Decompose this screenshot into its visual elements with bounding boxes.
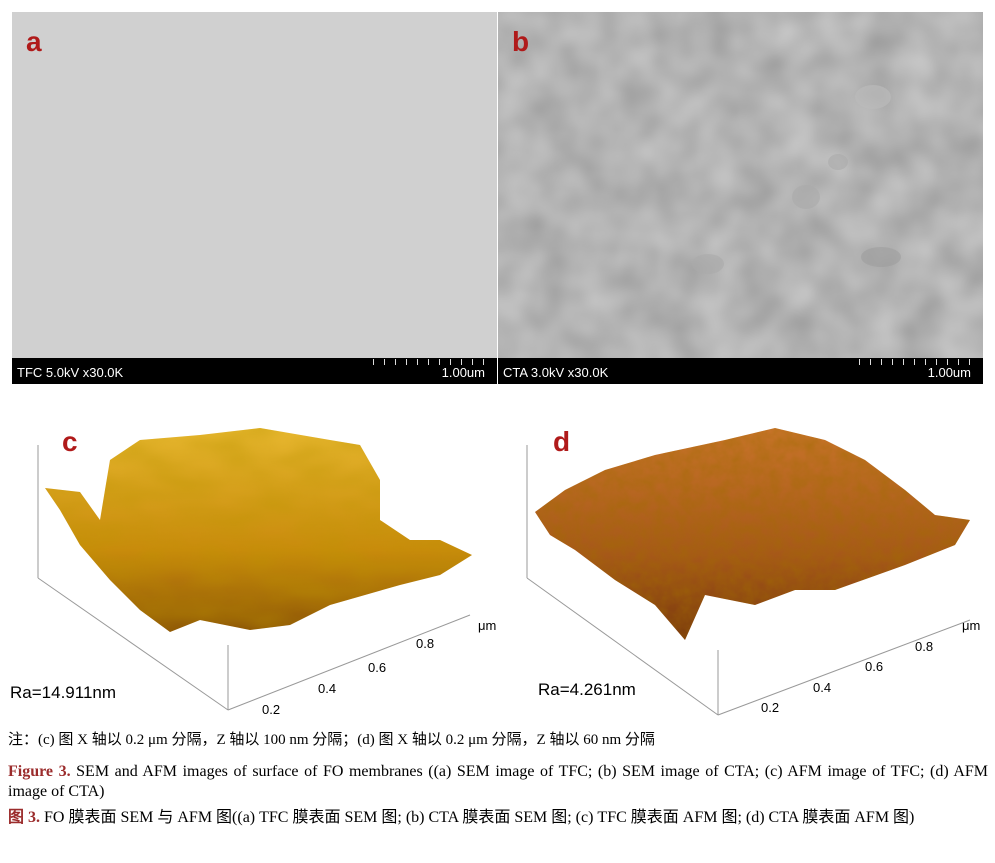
scale-ticks xyxy=(373,359,485,365)
sem-info-bar: CTA 3.0kV x30.0K 1.00um xyxy=(498,358,983,384)
scale-bar-label: 1.00um xyxy=(927,365,971,380)
afm-surface-cta xyxy=(526,428,971,716)
caption-chinese: 图 3. FO 膜表面 SEM 与 AFM 图((a) TFC 膜表面 SEM … xyxy=(8,808,988,828)
axis-tick: 0.8 xyxy=(416,636,435,651)
panel-label-b: b xyxy=(512,26,530,57)
roughness-value: Ra=4.261nm xyxy=(538,680,636,699)
panel-label-a: a xyxy=(26,26,42,57)
scale-ticks xyxy=(859,359,971,365)
sem-image-cta: b CTA 3.0kV x30.0K 1.00um xyxy=(498,12,983,384)
afm-surface-tfc xyxy=(37,428,472,711)
sem-info-bar: TFC 5.0kV x30.0K 1.00um xyxy=(12,358,497,384)
sem-texture-cta xyxy=(498,12,983,358)
figure-number: 图 3. xyxy=(8,809,41,826)
axis-tick: 0.8 xyxy=(915,639,934,654)
figure-note: 注：(c) 图 X 轴以 0.2 μm 分隔，Z 轴以 100 nm 分隔；(d… xyxy=(8,732,655,748)
scale-bar-label: 1.00um xyxy=(441,365,485,380)
caption-text: SEM and AFM images of surface of FO memb… xyxy=(8,763,989,800)
caption-text: FO 膜表面 SEM 与 AFM 图((a) TFC 膜表面 SEM 图; (b… xyxy=(40,809,915,826)
sem-image-tfc: a TFC 5.0kV x30.0K 1.00um xyxy=(12,12,497,384)
caption-english: Figure 3. SEM and AFM images of surface … xyxy=(8,762,988,802)
sem-info: TFC 5.0kV x30.0K xyxy=(17,365,124,380)
axis-unit: μm xyxy=(962,618,981,633)
axis-unit: μm xyxy=(478,618,497,633)
axis-tick: 0.4 xyxy=(813,680,832,695)
sem-texture-tfc xyxy=(12,12,497,358)
figure-number: Figure 3. xyxy=(8,763,71,780)
sem-info: CTA 3.0kV x30.0K xyxy=(503,365,609,380)
afm-image-tfc: c Ra=14.911nm μm 0.2 0.4 0.6 0.8 xyxy=(0,400,496,720)
axis-tick: 0.6 xyxy=(865,659,884,674)
roughness-value: Ra=14.911nm xyxy=(10,683,117,702)
axis-tick: 0.2 xyxy=(262,702,281,717)
afm-image-cta: d Ra=4.261nm μm 0.2 0.4 0.6 0.8 xyxy=(505,400,995,720)
axis-tick: 0.6 xyxy=(368,660,387,675)
panel-label-d: d xyxy=(553,426,571,457)
panel-label-c: c xyxy=(62,426,78,457)
axis-tick: 0.4 xyxy=(318,681,337,696)
axis-tick: 0.2 xyxy=(761,700,780,715)
